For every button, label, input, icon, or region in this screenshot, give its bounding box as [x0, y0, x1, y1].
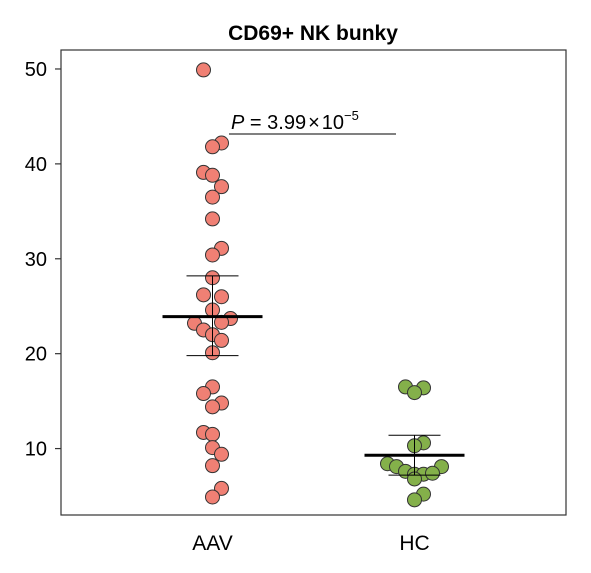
y-tick-label: 40 [25, 154, 47, 176]
x-category-label: AAV [192, 532, 232, 555]
p-exponent: −5 [344, 108, 359, 123]
data-point [425, 465, 440, 481]
data-point [205, 426, 220, 442]
data-points [187, 62, 449, 508]
p-value-text: = 3.99 [244, 112, 306, 134]
data-point [214, 332, 229, 348]
y-axis: 10 20 30 40 50 [25, 59, 61, 461]
p-value-annotation: P = 3.99 × 10−5 [229, 108, 396, 135]
data-point [214, 289, 229, 305]
y-tick-label: 50 [25, 59, 47, 81]
data-point [214, 179, 229, 195]
plot-frame [60, 49, 567, 516]
data-point [205, 399, 220, 415]
y-tick-label: 20 [25, 344, 47, 366]
chart-title: CD69+ NK bunky [228, 22, 398, 45]
x-category-label: HC [399, 532, 429, 555]
p-times: × [308, 112, 320, 134]
data-point [205, 211, 220, 227]
p-symbol: P [231, 112, 245, 134]
data-point [205, 139, 220, 155]
summary-bars [162, 275, 465, 476]
data-point [196, 62, 211, 78]
p-base: 10 [322, 112, 344, 134]
data-point [196, 386, 211, 402]
y-tick-label: 30 [25, 249, 47, 271]
data-point [407, 492, 422, 508]
y-tick-label: 10 [25, 439, 47, 461]
data-point [205, 247, 220, 263]
data-point [205, 458, 220, 474]
data-point [205, 167, 220, 183]
data-point [205, 189, 220, 205]
x-axis: AAV HC [192, 532, 429, 555]
data-point [214, 446, 229, 462]
data-point [196, 287, 211, 303]
data-point [407, 385, 422, 401]
p-value-label: P = 3.99 × 10−5 [231, 108, 359, 134]
data-point [205, 489, 220, 505]
